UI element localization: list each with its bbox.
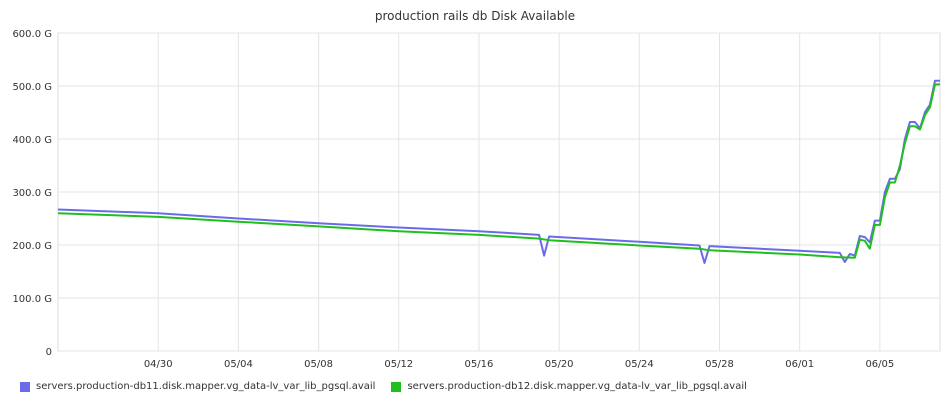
y-tick-label: 600.0 G xyxy=(12,29,52,40)
x-tick-label: 05/20 xyxy=(545,359,574,370)
x-tick-label: 05/04 xyxy=(224,359,253,370)
legend-label-db12: servers.production-db12.disk.mapper.vg_d… xyxy=(407,381,747,392)
y-tick-label: 100.0 G xyxy=(12,294,52,305)
x-tick-label: 05/16 xyxy=(465,359,494,370)
legend-label-db11: servers.production-db11.disk.mapper.vg_d… xyxy=(36,381,376,392)
y-tick-label: 400.0 G xyxy=(12,135,52,146)
x-axis-labels: 04/30 05/04 05/08 05/12 05/16 05/20 05/24 05/28… xyxy=(144,359,894,370)
legend: servers.production-db11.disk.mapper.vg_d… xyxy=(20,381,763,392)
y-tick-label: 200.0 G xyxy=(12,241,52,252)
x-tick-label: 05/24 xyxy=(625,359,654,370)
series-lines xyxy=(57,79,940,264)
x-tick-label: 05/12 xyxy=(384,359,413,370)
legend-item-db12[interactable]: servers.production-db12.disk.mapper.vg_d… xyxy=(391,381,747,392)
x-tick-label: 06/01 xyxy=(785,359,814,370)
grid-lines xyxy=(58,32,940,352)
x-tick-label: 05/28 xyxy=(705,359,734,370)
x-tick-label: 04/30 xyxy=(144,359,173,370)
x-tick-label: 05/08 xyxy=(304,359,333,370)
chart-title: production rails db Disk Available xyxy=(374,9,576,23)
legend-item-db11[interactable]: servers.production-db11.disk.mapper.vg_d… xyxy=(20,381,375,392)
legend-swatch-db11 xyxy=(20,381,30,392)
y-tick-label: 300.0 G xyxy=(12,188,52,199)
y-tick-label: 0 xyxy=(46,347,52,358)
y-tick-label: 500.0 G xyxy=(12,82,52,93)
y-axis-labels: 0 100.0 G 200.0 G 300.0 G 400.0 G 500.0 G 600.… xyxy=(12,29,52,358)
x-tick-label: 06/05 xyxy=(865,359,894,370)
series-line-db12 xyxy=(57,83,940,259)
legend-swatch-db12 xyxy=(391,381,402,392)
